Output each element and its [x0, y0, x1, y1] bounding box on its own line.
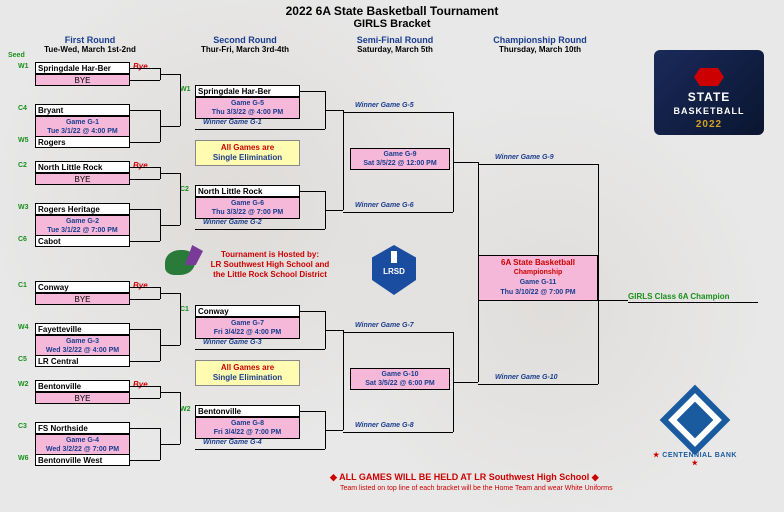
team-box: Springdale Har-Ber	[195, 85, 300, 97]
winner-label: Winner Game G-10	[495, 374, 558, 381]
seed: W5	[18, 137, 29, 144]
team-box: Springdale Har-Ber	[35, 62, 130, 74]
team-box: Bentonville	[35, 380, 130, 392]
bye-tag: Bye	[133, 380, 148, 389]
seed: C2	[180, 186, 189, 193]
round3-header: Semi-Final RoundSaturday, March 5th	[335, 35, 455, 54]
team-box: Conway	[35, 281, 130, 293]
seed: C2	[18, 162, 27, 169]
bye-tag: Bye	[133, 161, 148, 170]
dragon-logo	[165, 250, 205, 285]
team-box: Conway	[195, 305, 300, 317]
seed: W1	[180, 86, 191, 93]
seed: W2	[18, 381, 29, 388]
round4-header: Championship RoundThursday, March 10th	[475, 35, 605, 54]
centennial-bank-logo: ★ CENTENNIAL BANK ★	[650, 395, 740, 460]
seed: C4	[18, 105, 27, 112]
seed: C1	[18, 282, 27, 289]
game-box: Game G-2Tue 3/1/22 @ 7:00 PM	[35, 215, 130, 237]
team-box: FS Northside	[35, 422, 130, 434]
winner-label: Winner Game G-7	[355, 322, 414, 329]
team-box: North Little Rock	[35, 161, 130, 173]
team-box: Fayetteville	[35, 323, 130, 335]
game-box: Game G-1Tue 3/1/22 @ 4:00 PM	[35, 116, 130, 138]
game-box: Game G-8Fri 3/4/22 @ 7:00 PM	[195, 417, 300, 439]
game-box: Game G-7Fri 3/4/22 @ 4:00 PM	[195, 317, 300, 339]
bye-box: BYE	[35, 293, 130, 305]
footer-home-team: Team listed on top line of each bracket …	[340, 485, 613, 492]
bye-box: BYE	[35, 173, 130, 185]
seed: C6	[18, 236, 27, 243]
page-subtitle: GIRLS Bracket	[0, 18, 784, 30]
seed: W3	[18, 204, 29, 211]
seed: W6	[18, 455, 29, 462]
footer-venue: ◆ ALL GAMES WILL BE HELD AT LR Southwest…	[330, 472, 599, 483]
winner-label: Winner Game G-1	[203, 119, 262, 126]
team-box: Rogers Heritage	[35, 203, 130, 215]
seed: W2	[180, 406, 191, 413]
winner-label: Winner Game G-5	[355, 102, 414, 109]
team-box: Bentonville West	[35, 454, 130, 466]
page-title: 2022 6A State Basketball Tournament	[0, 4, 784, 18]
team-box: Bentonville	[195, 405, 300, 417]
seed: C1	[180, 306, 189, 313]
note-single-elim: All Games areSingle Elimination	[195, 140, 300, 166]
game-box: Game G-5Thu 3/3/22 @ 4:00 PM	[195, 97, 300, 119]
team-box: Cabot	[35, 235, 130, 247]
champion-label: GIRLS Class 6A Champion	[628, 292, 758, 303]
team-box: Rogers	[35, 136, 130, 148]
seed: C5	[18, 356, 27, 363]
game-box: Game G-9Sat 3/5/22 @ 12:00 PM	[350, 148, 450, 170]
bye-tag: Bye	[133, 281, 148, 290]
winner-label: Winner Game G-8	[355, 422, 414, 429]
note-single-elim: All Games areSingle Elimination	[195, 360, 300, 386]
team-box: North Little Rock	[195, 185, 300, 197]
winner-label: Winner Game G-2	[203, 219, 262, 226]
winner-label: Winner Game G-9	[495, 154, 554, 161]
host-note: Tournament is Hosted by: LR Southwest Hi…	[200, 250, 340, 280]
bye-box: BYE	[35, 74, 130, 86]
bye-box: BYE	[35, 392, 130, 404]
winner-label: Winner Game G-3	[203, 339, 262, 346]
round2-header: Second RoundThur-Fri, March 3rd-4th	[180, 35, 310, 54]
seed-column-label: Seed	[8, 52, 25, 59]
winner-label: Winner Game G-6	[355, 202, 414, 209]
championship-box: 6A State Basketball Championship Game G-…	[478, 255, 598, 301]
seed: W4	[18, 324, 29, 331]
game-box: Game G-6Thu 3/3/22 @ 7:00 PM	[195, 197, 300, 219]
team-box: Bryant	[35, 104, 130, 116]
state-basketball-logo: STATE BASKETBALL 2022	[654, 50, 764, 135]
bye-tag: Bye	[133, 62, 148, 71]
winner-label: Winner Game G-4	[203, 439, 262, 446]
seed: W1	[18, 63, 29, 70]
seed: C3	[18, 423, 27, 430]
game-box: Game G-10Sat 3/5/22 @ 6:00 PM	[350, 368, 450, 390]
game-box: Game G-3Wed 3/2/22 @ 4:00 PM	[35, 335, 130, 357]
round1-header: First RoundTue-Wed, March 1st-2nd	[35, 35, 145, 54]
game-box: Game G-4Wed 3/2/22 @ 7:00 PM	[35, 434, 130, 456]
team-box: LR Central	[35, 355, 130, 367]
